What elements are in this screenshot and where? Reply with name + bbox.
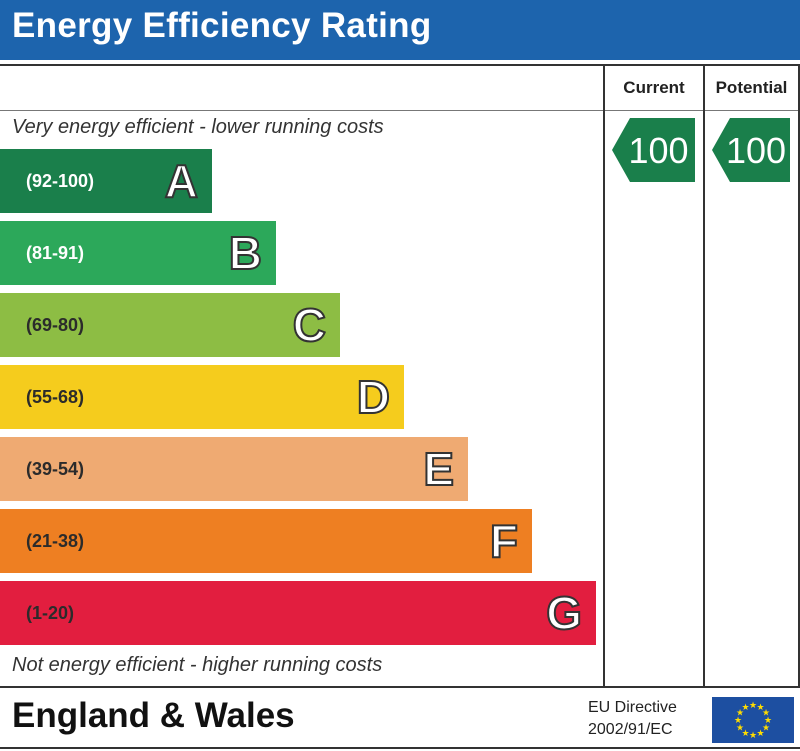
frame-footer-line [0, 747, 800, 749]
band-letter: A [164, 154, 199, 208]
header-bar: Energy Efficiency Rating [0, 0, 800, 60]
band-c: (69-80) C [0, 293, 340, 357]
band-letter: B [228, 226, 263, 280]
eu-star-icon: ★ [736, 709, 744, 719]
eu-star-icon: ★ [762, 709, 770, 719]
band-letter: G [545, 586, 583, 640]
potential-rating-arrow-value: 100 [726, 130, 786, 171]
band-range-label: (81-91) [26, 242, 85, 263]
current-rating-arrow: 100 [612, 118, 695, 182]
band-letter: F [489, 514, 519, 568]
eu-star-icon: ★ [756, 703, 764, 713]
frame-header-divider [0, 110, 800, 111]
band-range-label: (1-20) [26, 602, 75, 623]
band-f: (21-38) F [0, 509, 532, 573]
eu-star-icon: ★ [762, 724, 770, 734]
frame-bottom-line [0, 686, 800, 688]
band-g: (1-20) G [0, 581, 596, 645]
eu-star-icon: ★ [756, 729, 764, 739]
eu-star-icon: ★ [736, 724, 744, 734]
eu-star-icon: ★ [764, 716, 772, 726]
frame-right-line [798, 64, 800, 687]
band-d: (55-68) D [0, 365, 404, 429]
eu-star-icon: ★ [734, 716, 742, 726]
frame-top-line [0, 64, 800, 66]
band-e: (39-54) E [0, 437, 468, 501]
potential-rating-arrow-shape [712, 118, 790, 182]
potential-column-header: Potential [715, 78, 788, 97]
band-range-label: (55-68) [26, 386, 85, 407]
eu-flag-icon: ★ ★ ★ ★ ★ ★ ★ ★ ★ ★ ★ ★ [712, 697, 794, 743]
frame-divider-potential [703, 64, 705, 687]
directive-line-2: 2002/91/EC [588, 721, 673, 738]
directive-line-1: EU Directive [588, 699, 677, 716]
band-range-label: (21-38) [26, 530, 85, 551]
band-range-label: (92-100) [26, 170, 95, 191]
region-label: England & Wales [12, 696, 295, 735]
eu-star-icon: ★ [741, 729, 749, 739]
frame-divider-current [603, 64, 605, 687]
current-rating-arrow-shape [612, 118, 695, 182]
band-letter: D [356, 370, 391, 424]
chart-title: Energy Efficiency Rating [12, 6, 432, 45]
current-column-header: Current [623, 78, 685, 97]
eu-star-icon: ★ [749, 701, 757, 711]
eu-star-icon: ★ [741, 703, 749, 713]
band-a: (92-100) A [0, 149, 212, 213]
band-range-label: (39-54) [26, 458, 85, 479]
band-letter: E [422, 442, 455, 496]
band-range-label: (69-80) [26, 314, 85, 335]
band-letter: C [292, 298, 327, 352]
current-rating-arrow-value: 100 [628, 130, 688, 171]
eu-star-icon: ★ [749, 731, 757, 741]
eu-directive: EU Directive 2002/91/EC [588, 697, 677, 741]
bottom-caption: Not energy efficient - higher running co… [12, 654, 383, 676]
potential-rating-arrow: 100 [712, 118, 790, 182]
top-caption: Very energy efficient - lower running co… [12, 116, 384, 138]
band-b: (81-91) B [0, 221, 276, 285]
